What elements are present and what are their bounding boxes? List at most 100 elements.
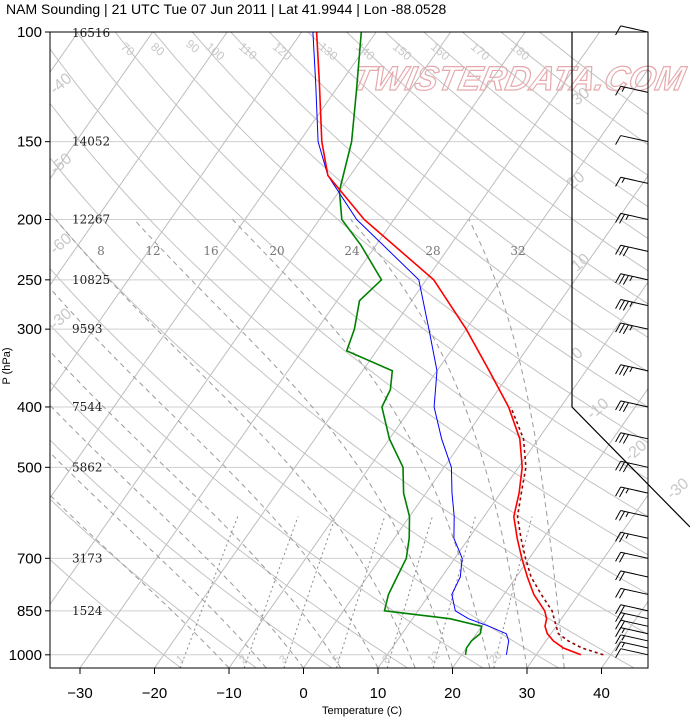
isotherm-label: -30: [664, 475, 690, 503]
plot-grid: [50, 32, 690, 668]
x-tick-label: 30: [519, 685, 536, 702]
wind-barb: [615, 244, 649, 257]
y-tick-label: 250: [17, 272, 42, 289]
dry-adiabat-line: [50, 324, 484, 668]
wind-barb: [615, 587, 649, 599]
isotherm-line: [50, 32, 154, 180]
series-lines: [312, 32, 604, 656]
isotherm-line: [526, 494, 648, 668]
wind-barb: [615, 486, 649, 498]
wind-barb: [615, 364, 649, 376]
x-tick-label: 0: [299, 685, 307, 702]
isotherm-label: -10: [584, 395, 613, 423]
y-tick-label: 200: [17, 211, 42, 228]
wind-barb: [615, 551, 649, 563]
moist-adiabat-line: [50, 287, 379, 668]
wind-barb: [615, 85, 649, 96]
wind-barbs: [571, 25, 690, 659]
height-label: 12267: [72, 212, 110, 226]
dewpoint-line: [338, 32, 483, 655]
moist-adiabat-line: [50, 350, 342, 668]
y-tick-label: 500: [17, 459, 42, 476]
height-label: 1524: [72, 604, 103, 618]
isotherm-line: [50, 32, 228, 287]
mixing-ratio-label: 16: [203, 244, 218, 258]
x-tick-label: 10: [370, 685, 387, 702]
isotherm-line: [79, 32, 526, 668]
height-labels: 16516 14052 12267 10825 9593 7544 5862 3173 1524: [72, 26, 110, 618]
mixing-ratio-labels: 8 12 16 20 24 28 32: [97, 244, 525, 258]
parcel-line: [315, 32, 582, 656]
isotherm-line: [377, 281, 648, 668]
isotherm-line: [50, 32, 377, 499]
dry-adiabat-line: [269, 32, 648, 339]
mixing-ratio-line: [432, 516, 476, 668]
y-tick-label: 400: [17, 399, 42, 416]
wind-barb: [615, 299, 649, 311]
hodograph-boundary: [571, 32, 690, 528]
y-axis-title: P (hPa): [1, 347, 13, 384]
virtual-temperature-parcel-line: [510, 406, 604, 656]
mixing-ratio-line: [386, 516, 433, 668]
height-label: 10825: [72, 273, 110, 287]
mixing-ratio-label: 32: [510, 244, 525, 258]
isotherm-line: [50, 32, 452, 606]
isotherm-label: 0: [569, 344, 587, 363]
height-label: 7544: [72, 400, 103, 414]
dry-adiabat-line: [500, 32, 648, 146]
mixing-ratio-line: [335, 516, 386, 668]
plot-frame: [49, 31, 649, 669]
isotherm-line: [154, 32, 601, 668]
wind-barb: [615, 135, 649, 145]
wind-barb: [615, 460, 649, 473]
mixing-ratio-label: 12: [145, 244, 160, 258]
background-labels: 70 80 90 100 110 120 130 140 150 160 170 1803020100…: [47, 37, 690, 667]
moist-adiabat-line: [50, 404, 304, 668]
wind-barb: [615, 634, 649, 645]
wind-barb: [615, 570, 649, 582]
mixing-ratio-label: 20: [269, 244, 284, 258]
height-label: 5862: [72, 460, 103, 474]
isotherm-label: -50: [47, 150, 76, 178]
height-label: 16516: [72, 26, 110, 40]
wind-barb: [615, 604, 649, 615]
x-tick-label: 20: [444, 685, 461, 702]
dry-adiabat-line: [307, 32, 648, 305]
mixing-ratio-bottom-label: 20: [487, 649, 504, 666]
y-tick-label: 100: [17, 24, 42, 41]
isotherm-line: [303, 174, 648, 668]
watermark: TWISTERDATA.COM: [349, 60, 690, 99]
wind-barb: [615, 25, 649, 36]
mixing-ratio-bottom-label: 12: [425, 649, 442, 666]
mixing-ratio-line: [493, 516, 533, 668]
dry-adiabat-label: 120: [270, 40, 295, 64]
y-tick-label: 150: [17, 134, 42, 151]
dry-adiabat-label: 80: [148, 40, 167, 60]
mixing-ratio-label: 8: [97, 244, 105, 258]
isotherm-line: [452, 387, 648, 668]
isotherm-line: [50, 32, 303, 393]
x-tick-label: −30: [67, 685, 92, 702]
height-label: 3173: [72, 551, 103, 565]
temperature-line: [312, 32, 510, 655]
dry-adiabat-line: [50, 267, 559, 668]
isotherm-label: 20: [564, 169, 589, 194]
wind-barb: [615, 648, 649, 659]
mixing-ratio-line: [283, 516, 336, 668]
wind-barb: [615, 510, 649, 521]
mixing-ratio-label: 24: [344, 244, 360, 258]
dry-adiabat-line: [50, 102, 648, 595]
wind-barb: [615, 400, 649, 412]
y-tick-label: 850: [17, 603, 42, 620]
isotherm-line: [676, 32, 690, 668]
y-tick-label: 1000: [9, 647, 42, 664]
dry-adiabat-line: [50, 48, 648, 556]
moist-adiabat-line: [468, 219, 565, 668]
wind-barb: [615, 322, 649, 335]
wind-barb: [615, 531, 649, 543]
dry-adiabat-label: 90: [183, 37, 202, 57]
dry-adiabat-line: [191, 32, 648, 408]
dry-adiabat-line: [50, 157, 648, 635]
